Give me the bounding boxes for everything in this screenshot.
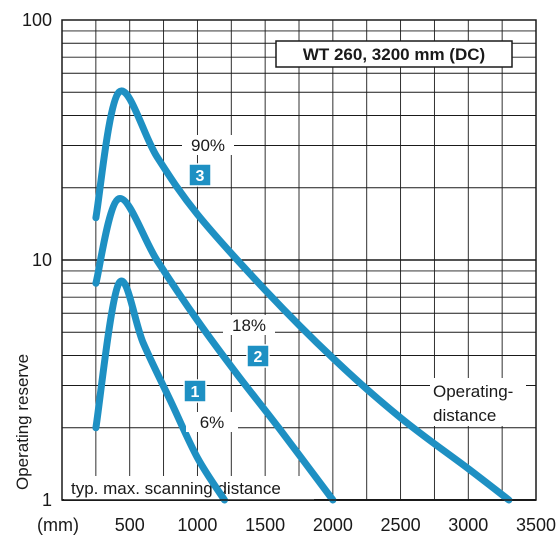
x-tick-label: 2000 bbox=[313, 515, 353, 535]
series-reflectance-label: 6% bbox=[200, 413, 225, 432]
series-layer bbox=[92, 87, 513, 504]
series-label-bg bbox=[182, 135, 234, 155]
grid bbox=[62, 20, 536, 501]
series-reflectance-label: 90% bbox=[191, 136, 225, 155]
x-tick-label: 500 bbox=[115, 515, 145, 535]
scanning-distance-box bbox=[64, 476, 314, 500]
chart-title-box: WT 260, 3200 mm (DC) bbox=[275, 40, 513, 68]
series-badge-number: 3 bbox=[196, 168, 205, 185]
y-tick-label: 100 bbox=[22, 10, 52, 30]
x-tick-label: 1500 bbox=[245, 515, 285, 535]
chart-title: WT 260, 3200 mm (DC) bbox=[303, 45, 485, 64]
series-badge bbox=[183, 379, 207, 403]
operating-distance-line1: Operating- bbox=[433, 382, 513, 401]
x-tick-label: 3000 bbox=[448, 515, 488, 535]
x-unit-label: (mm) bbox=[37, 515, 79, 535]
operating-distance-label: Operating- distance bbox=[433, 382, 518, 425]
operating-distance-line2: distance bbox=[433, 406, 496, 425]
y-tick-label: 10 bbox=[32, 250, 52, 270]
series-badge-number: 1 bbox=[191, 384, 200, 401]
x-tick-label: 1000 bbox=[177, 515, 217, 535]
series-labels-layer: 6%1 18% 2 90% 3 bbox=[182, 135, 275, 432]
x-tick-label: 3500 bbox=[516, 515, 556, 535]
series-line-1 bbox=[92, 277, 228, 504]
series-label-bg bbox=[223, 315, 275, 335]
operating-distance-box bbox=[430, 378, 526, 426]
series-badge-number: 2 bbox=[254, 349, 263, 366]
y-axis-label: Operating reserve bbox=[13, 354, 32, 490]
tick-labels: 500 1000 1500 2000 2500 3000 3500 1 10 100 bbox=[22, 10, 556, 535]
y-tick-label: 1 bbox=[42, 490, 52, 510]
series-reflectance-label: 18% bbox=[232, 316, 266, 335]
series-badge bbox=[188, 163, 212, 187]
series-badge bbox=[246, 344, 270, 368]
series-line-3 bbox=[92, 87, 513, 504]
series-line-2 bbox=[92, 195, 337, 504]
x-tick-label: 2500 bbox=[381, 515, 421, 535]
series-label-bg bbox=[186, 412, 238, 432]
plot-frame bbox=[61, 19, 537, 501]
scanning-distance-label: typ. max. scanning distance bbox=[71, 479, 281, 498]
